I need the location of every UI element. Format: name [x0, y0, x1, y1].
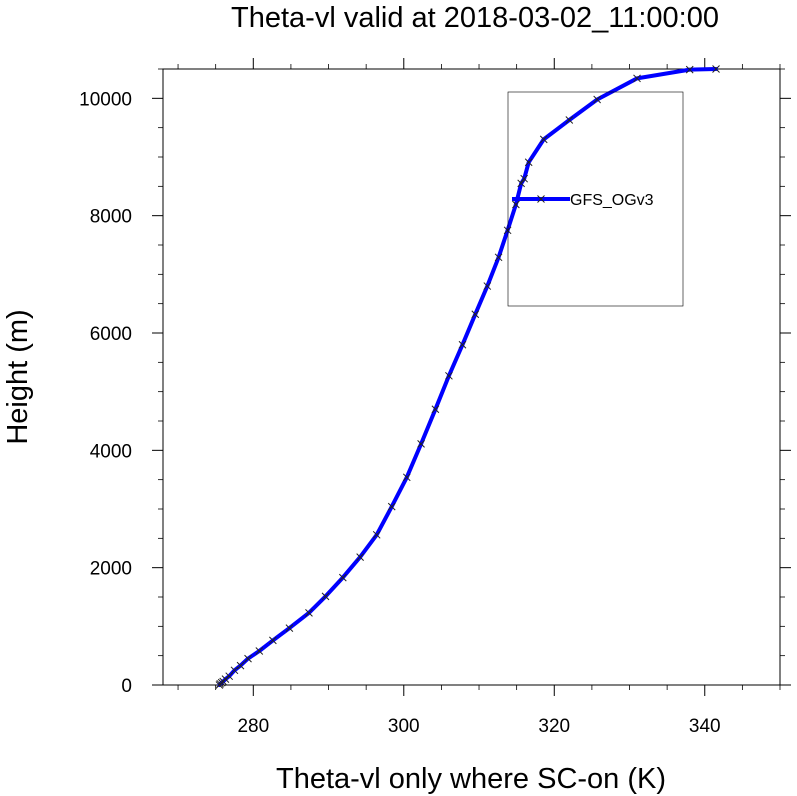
data-point-marker	[269, 636, 277, 645]
data-point-marker	[431, 405, 440, 414]
y-tick-label: 0	[121, 676, 132, 697]
data-point-marker	[685, 65, 694, 74]
data-point-marker	[255, 647, 264, 655]
data-point-marker	[305, 608, 313, 617]
legend: GFS_OGv3	[507, 91, 684, 307]
data-point-marker	[338, 573, 347, 582]
data-point-marker	[565, 116, 574, 124]
data-point-marker	[539, 135, 548, 144]
data-point-marker	[285, 624, 294, 632]
data-point-marker	[445, 371, 453, 380]
data-point-marker	[244, 654, 252, 663]
x-tick-label: 280	[237, 716, 269, 737]
data-point-marker	[387, 502, 396, 511]
chart-title: Theta-vl valid at 2018-03-02_11:00:00	[231, 2, 719, 34]
data-point-marker	[230, 666, 239, 675]
data-point-marker	[236, 661, 245, 670]
x-axis-label: Theta-vl only where SC-on (K)	[276, 763, 666, 795]
y-tick-label: 4000	[90, 441, 132, 462]
y-axis: 0 2000 4000 6000 8000 10000	[79, 89, 791, 697]
data-point-marker	[633, 74, 641, 83]
data-point-marker	[417, 440, 425, 448]
y-tick-label: 8000	[90, 207, 132, 228]
data-point-marker	[458, 340, 467, 349]
x-tick-label: 300	[388, 716, 420, 737]
y-tick-label: 6000	[90, 324, 132, 345]
x-axis: 280 300 320 340	[237, 58, 721, 737]
data-point-marker	[520, 174, 529, 183]
data-point-marker	[524, 158, 533, 167]
x-tick-label: 340	[689, 716, 721, 737]
data-point-marker	[372, 530, 381, 539]
plot-frame	[162, 68, 781, 686]
data-point-marker	[517, 179, 526, 188]
data-point-marker	[402, 473, 411, 482]
series-layer	[215, 65, 720, 689]
y-tick-label: 10000	[79, 89, 132, 110]
data-point-marker	[593, 95, 602, 104]
minor-ticks	[158, 64, 785, 690]
legend-box	[507, 91, 684, 307]
data-point-marker	[221, 675, 230, 683]
y-tick-label: 2000	[90, 559, 132, 580]
data-point-marker	[356, 553, 364, 561]
data-point-marker	[471, 310, 480, 319]
data-point-marker	[321, 592, 330, 601]
legend-label: GFS_OGv3	[570, 192, 654, 209]
data-point-marker	[712, 65, 720, 73]
y-axis-label: Height (m)	[2, 309, 34, 444]
legend-marker	[537, 195, 545, 203]
data-point-marker	[483, 282, 492, 290]
x-tick-label: 320	[538, 716, 570, 737]
data-point-marker	[512, 200, 520, 209]
data-point-marker	[494, 253, 503, 262]
data-point-marker	[503, 226, 512, 235]
